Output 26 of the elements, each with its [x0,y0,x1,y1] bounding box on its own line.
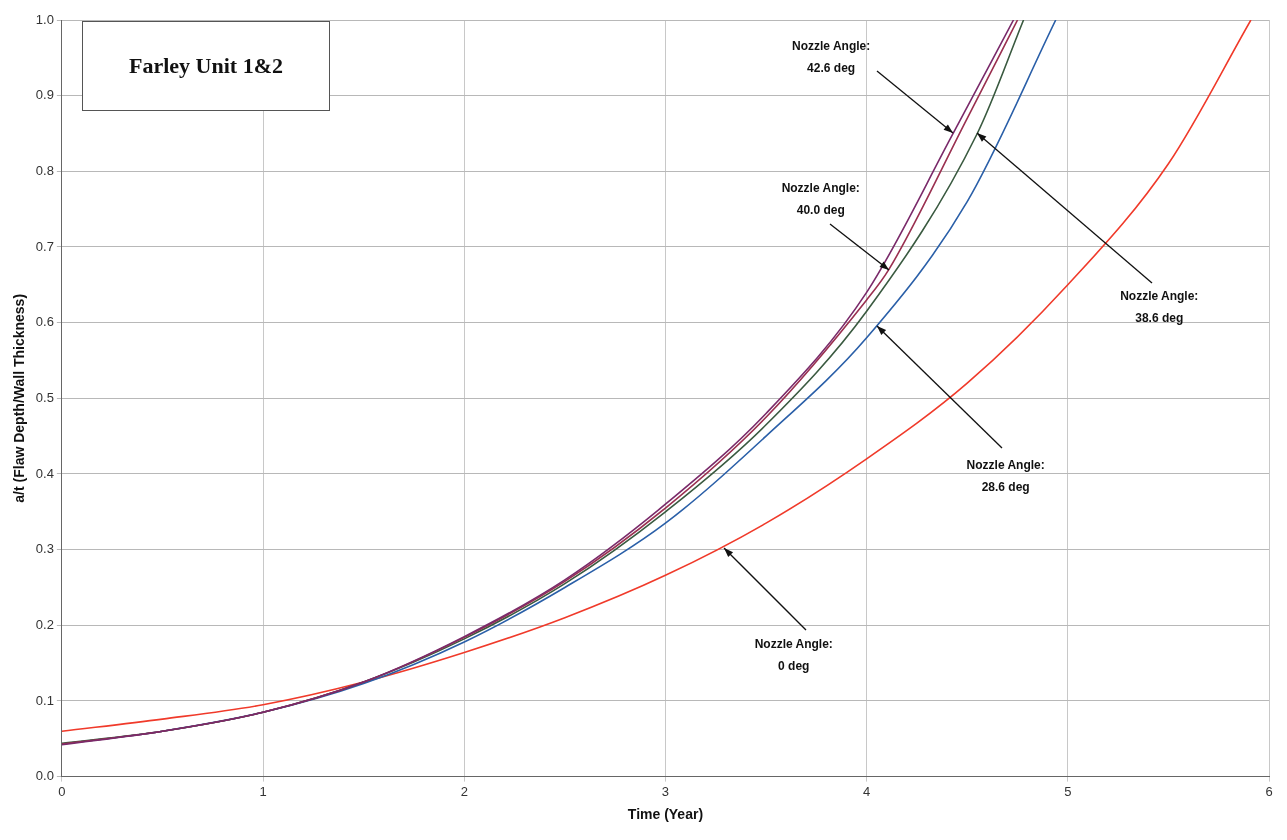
x-tick-label: 2 [460,783,468,799]
y-tick-label: 0.2 [35,616,54,632]
x-axis-title: Time (Year) [627,806,704,823]
y-tick-label: 0.7 [35,238,54,254]
y-tick-label: 0.0 [35,768,54,784]
y-tick-label: 0.3 [35,541,54,557]
x-tick-label: 1 [259,783,267,799]
y-axis-title: a/t (Flaw Depth/Wall Thickness) [11,293,28,503]
x-tick-label: 6 [1265,783,1273,799]
annotation: Nozzle Angle: 28.6 deg [965,457,1046,497]
x-tick-label: 5 [1064,783,1072,799]
y-tick-label: 0.9 [35,87,54,103]
x-tick-label: 4 [863,783,871,799]
annotation: Nozzle Angle: 38.6 deg [1119,288,1200,328]
y-tick-label: 0.6 [35,314,54,330]
y-tick-label: 0.8 [35,162,54,178]
y-tick-label: 0.4 [35,465,54,481]
y-tick-label: 0.5 [35,389,54,405]
annotation: Nozzle Angle: 0 deg [753,636,834,676]
x-tick-label: 3 [661,783,670,799]
title-frame: Farley Unit 1&2 [82,21,330,111]
y-tick-label: 0.1 [35,692,54,708]
annotation: Nozzle Angle: 42.6 deg [791,38,872,78]
y-tick-label: 1.0 [35,11,54,27]
x-tick-label: 0 [58,783,66,799]
annotation: Nozzle Angle: 40.0 deg [780,179,861,219]
